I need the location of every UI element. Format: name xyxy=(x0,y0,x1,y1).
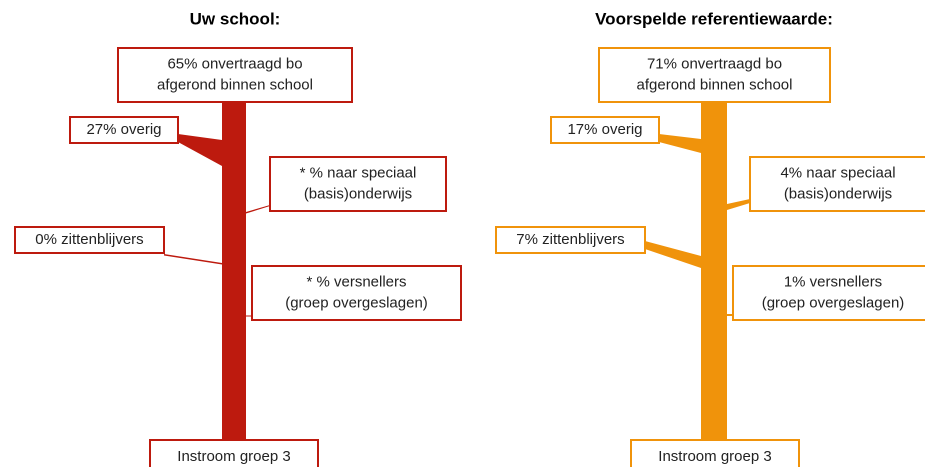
box-label: (groep overgeslagen) xyxy=(762,294,905,311)
box-label: (groep overgeslagen) xyxy=(285,294,428,311)
label-box xyxy=(550,116,660,144)
branch xyxy=(645,241,701,268)
panel: Voorspelde referentiewaarde: 71% onvertra… xyxy=(495,9,925,467)
branch xyxy=(659,134,701,153)
label-box xyxy=(251,265,462,321)
box-label: Instroom groep 3 xyxy=(658,448,771,465)
branch xyxy=(727,314,733,316)
box-label: afgerond binnen school xyxy=(157,76,313,93)
label-box xyxy=(117,47,353,103)
box-label: 65% onvertraagd bo xyxy=(167,55,302,72)
panel: Uw school: 65% onvertraagd bo afgerond bin… xyxy=(14,9,462,467)
box-label: * % versnellers xyxy=(306,273,406,290)
box-label: afgerond binnen school xyxy=(637,76,793,93)
label-box xyxy=(630,439,800,467)
label-box xyxy=(732,265,925,321)
box-label: Instroom groep 3 xyxy=(177,448,290,465)
box-label: 17% overig xyxy=(567,121,642,138)
label-box xyxy=(149,439,319,467)
box-label: 1% versnellers xyxy=(784,273,882,290)
box-label: (basis)onderwijs xyxy=(304,185,412,202)
label-box xyxy=(495,226,646,254)
box-label: 4% naar speciaal xyxy=(780,164,895,181)
branch xyxy=(164,254,222,265)
label-box xyxy=(14,226,165,254)
box-label: * % naar speciaal xyxy=(300,164,417,181)
branch xyxy=(727,199,750,210)
label-box xyxy=(598,47,831,103)
box-label: 0% zittenblijvers xyxy=(35,231,143,248)
branch xyxy=(246,205,270,214)
trunk xyxy=(701,100,727,467)
box-label: 71% onvertraagd bo xyxy=(647,55,782,72)
box-label: 7% zittenblijvers xyxy=(516,231,624,248)
label-box xyxy=(69,116,179,144)
label-box xyxy=(269,156,447,212)
trunk xyxy=(222,100,246,467)
branch xyxy=(178,134,222,166)
panel-title: Uw school: xyxy=(190,9,281,28)
branch xyxy=(246,315,252,317)
box-label: 27% overig xyxy=(86,121,161,138)
panel-title: Voorspelde referentiewaarde: xyxy=(595,9,833,28)
label-box xyxy=(749,156,925,212)
box-label: (basis)onderwijs xyxy=(784,185,892,202)
